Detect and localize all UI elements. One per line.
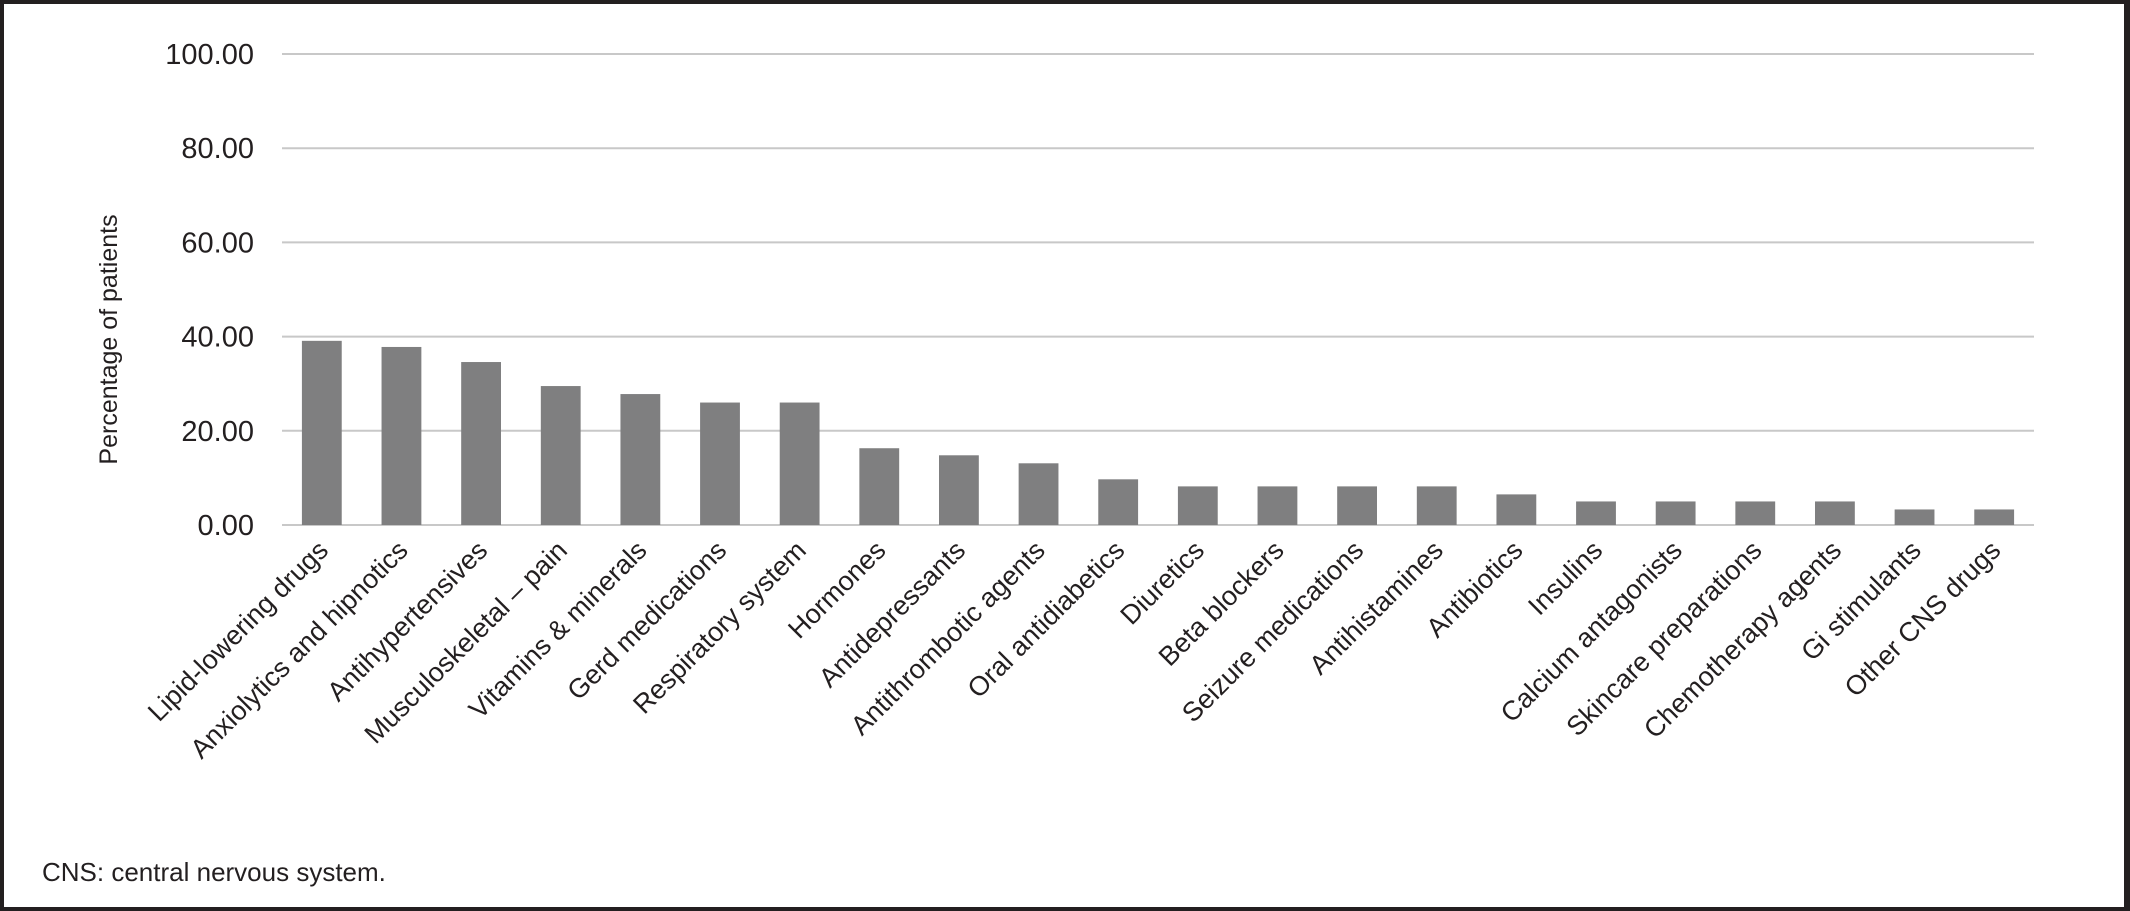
bar-4 — [540, 386, 581, 525]
x-tick-label: Antidepressants — [813, 535, 971, 693]
bar-2 — [381, 346, 422, 525]
bar-8 — [859, 448, 900, 525]
bar-9 — [939, 455, 979, 525]
bar-13 — [1257, 486, 1298, 525]
bar-11 — [1098, 479, 1139, 525]
y-tick-label: 0.00 — [198, 510, 254, 542]
bar-1 — [301, 340, 342, 525]
bar-19 — [1735, 501, 1776, 525]
y-axis-label: Percentage of patients — [95, 214, 123, 464]
bar-17 — [1576, 501, 1616, 525]
bar-16 — [1496, 494, 1537, 525]
bar-14 — [1337, 486, 1377, 525]
bar-22 — [1974, 509, 2015, 525]
bar-10 — [1018, 463, 1059, 525]
bar-12 — [1177, 486, 1218, 525]
footnote: CNS: central nervous system. — [42, 857, 386, 887]
bar-7 — [779, 402, 820, 525]
y-tick-label: 20.00 — [181, 416, 254, 448]
y-tick-label: 40.00 — [181, 322, 254, 354]
bar-15 — [1416, 486, 1457, 525]
y-tick-label: 60.00 — [181, 227, 254, 259]
bar-5 — [620, 394, 661, 525]
bar-chart: 0.0020.0040.0060.0080.00100.00Lipid-lowe… — [95, 39, 2034, 764]
y-tick-label: 80.00 — [181, 133, 254, 165]
bar-18 — [1655, 501, 1696, 525]
bar-6 — [700, 402, 740, 525]
y-tick-label: 100.00 — [165, 39, 254, 71]
bar-3 — [461, 362, 501, 525]
bar-20 — [1815, 501, 1855, 525]
bar-21 — [1894, 509, 1935, 525]
